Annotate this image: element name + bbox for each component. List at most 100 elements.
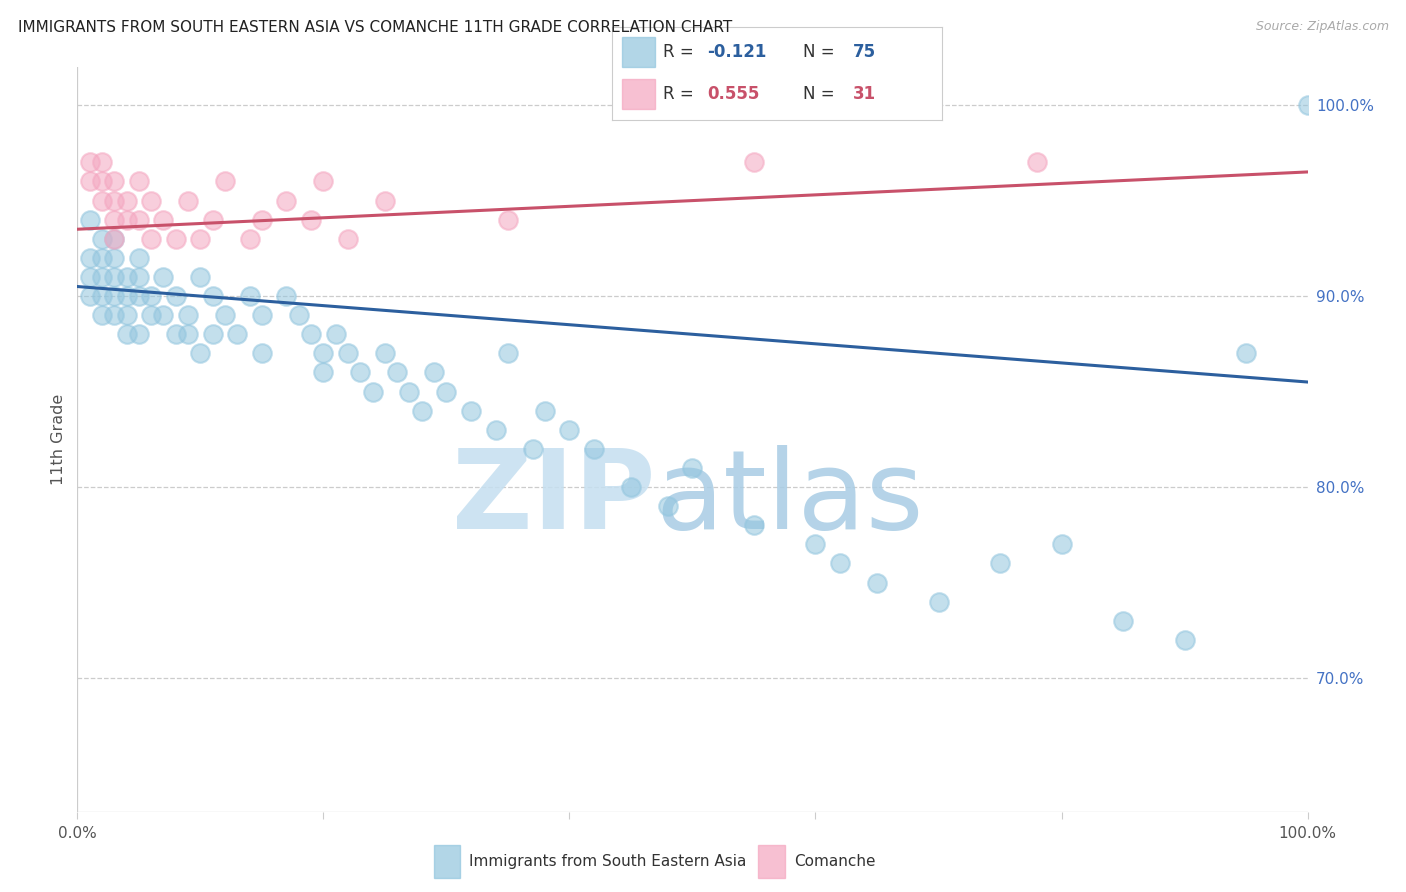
Point <box>128 212 150 227</box>
Point <box>928 594 950 608</box>
Point <box>79 155 101 169</box>
Point <box>374 346 396 360</box>
Point <box>103 270 125 285</box>
Point <box>1234 346 1257 360</box>
Point <box>250 308 273 322</box>
Point <box>90 232 114 246</box>
Point <box>177 308 200 322</box>
Point <box>190 346 212 360</box>
Point <box>128 174 150 188</box>
FancyBboxPatch shape <box>758 846 785 878</box>
Point <box>190 232 212 246</box>
Point <box>128 327 150 342</box>
Point <box>103 308 125 322</box>
Point <box>239 289 262 303</box>
Point <box>485 423 508 437</box>
Text: Comanche: Comanche <box>794 855 876 869</box>
Point <box>152 212 174 227</box>
Point <box>128 251 150 265</box>
Point <box>522 442 544 456</box>
Point <box>128 289 150 303</box>
Text: R =: R = <box>662 86 699 103</box>
Point <box>742 155 765 169</box>
Point <box>79 174 101 188</box>
Point <box>103 174 125 188</box>
FancyBboxPatch shape <box>621 37 655 67</box>
Point <box>337 346 360 360</box>
Point <box>90 308 114 322</box>
Point <box>201 212 224 227</box>
Point <box>128 270 150 285</box>
Point <box>90 174 114 188</box>
Point <box>276 194 298 208</box>
FancyBboxPatch shape <box>433 846 460 878</box>
Point <box>657 499 679 513</box>
Point <box>90 289 114 303</box>
Point <box>103 232 125 246</box>
Point <box>361 384 384 399</box>
Point <box>1026 155 1049 169</box>
Y-axis label: 11th Grade: 11th Grade <box>51 393 66 485</box>
Point <box>299 327 322 342</box>
Text: 31: 31 <box>853 86 876 103</box>
Point <box>103 194 125 208</box>
Point <box>804 537 827 551</box>
Point <box>152 270 174 285</box>
Point <box>177 327 200 342</box>
Point <box>103 251 125 265</box>
Point <box>374 194 396 208</box>
Point <box>534 403 557 417</box>
Point <box>115 308 138 322</box>
Point <box>165 327 187 342</box>
Point <box>214 308 236 322</box>
Point <box>312 366 335 380</box>
Point <box>103 212 125 227</box>
Point <box>398 384 420 399</box>
Point <box>312 346 335 360</box>
Point <box>90 194 114 208</box>
Text: -0.121: -0.121 <box>707 43 766 61</box>
Point <box>460 403 482 417</box>
Point <box>312 174 335 188</box>
Point <box>742 518 765 533</box>
Point <box>250 346 273 360</box>
Point <box>141 232 163 246</box>
Point <box>115 327 138 342</box>
Point <box>90 251 114 265</box>
Point <box>325 327 347 342</box>
Point <box>866 575 889 590</box>
Point <box>1112 614 1135 628</box>
Point <box>387 366 409 380</box>
Text: N =: N = <box>803 86 841 103</box>
Point <box>79 270 101 285</box>
Point <box>496 212 519 227</box>
Point <box>190 270 212 285</box>
Point <box>214 174 236 188</box>
Point <box>288 308 311 322</box>
Point <box>411 403 433 417</box>
Point <box>496 346 519 360</box>
Point <box>141 194 163 208</box>
Point <box>79 251 101 265</box>
Point <box>201 327 224 342</box>
Point <box>141 308 163 322</box>
Point <box>423 366 446 380</box>
Text: 75: 75 <box>853 43 876 61</box>
Point <box>115 194 138 208</box>
Point <box>90 155 114 169</box>
Text: Immigrants from South Eastern Asia: Immigrants from South Eastern Asia <box>470 855 747 869</box>
Point <box>79 289 101 303</box>
Point <box>250 212 273 227</box>
Point <box>177 194 200 208</box>
Point <box>201 289 224 303</box>
Point <box>79 212 101 227</box>
Point <box>226 327 249 342</box>
Point <box>115 289 138 303</box>
Point <box>830 557 852 571</box>
Point <box>620 480 643 494</box>
Point <box>558 423 581 437</box>
Point <box>276 289 298 303</box>
Point <box>682 461 704 475</box>
Point <box>165 289 187 303</box>
FancyBboxPatch shape <box>621 79 655 109</box>
